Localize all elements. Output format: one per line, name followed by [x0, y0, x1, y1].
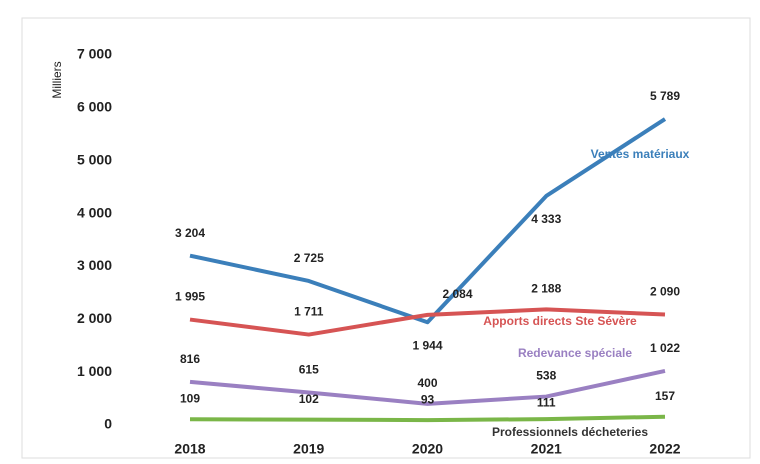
series-line	[189, 307, 666, 337]
data-label: 3 204	[175, 226, 205, 240]
y-tick-label: 1 000	[77, 363, 112, 379]
data-label: 1 995	[175, 290, 205, 304]
series-label: Ventes matériaux	[591, 147, 690, 161]
data-label: 1 711	[294, 305, 324, 319]
y-tick-label: 5 000	[77, 151, 112, 167]
data-label: 1 944	[412, 338, 442, 352]
frame	[21, 17, 751, 459]
data-label: 2 725	[294, 251, 324, 265]
y-tick-label: 7 000	[77, 46, 112, 62]
y-tick-label: 6 000	[77, 99, 112, 115]
y-axis-label: Milliers	[50, 61, 64, 98]
series-line	[189, 369, 666, 406]
x-tick-label: 2020	[412, 441, 443, 457]
data-label: 538	[536, 369, 556, 383]
data-label: 2 084	[442, 287, 472, 301]
x-tick-label: 2021	[531, 441, 562, 457]
series-label: Professionnels décheteries	[492, 425, 648, 439]
data-label: 1 022	[650, 341, 680, 355]
series-label: Redevance spéciale	[518, 346, 632, 360]
data-label: 109	[180, 391, 200, 405]
data-label: 111	[537, 395, 556, 409]
y-tick-label: 4 000	[77, 204, 112, 220]
series-line	[189, 117, 667, 325]
data-label: 93	[421, 392, 435, 406]
data-label: 4 333	[531, 212, 561, 226]
data-label: 816	[180, 352, 200, 366]
data-label: 2 090	[650, 285, 680, 299]
data-label: 2 188	[531, 282, 561, 296]
x-tick-label: 2018	[174, 441, 205, 457]
data-label: 5 789	[650, 89, 680, 103]
x-tick-label: 2019	[293, 441, 324, 457]
data-label: 102	[299, 392, 319, 406]
data-label: 400	[417, 376, 437, 390]
data-label: 157	[655, 389, 675, 403]
y-tick-label: 0	[104, 416, 112, 432]
series-label: Apports directs Ste Sévère	[483, 314, 637, 328]
y-tick-label: 2 000	[77, 310, 112, 326]
series-line	[189, 414, 666, 423]
data-label: 615	[299, 363, 319, 377]
x-tick-label: 2022	[649, 441, 680, 457]
y-tick-label: 3 000	[77, 257, 112, 273]
